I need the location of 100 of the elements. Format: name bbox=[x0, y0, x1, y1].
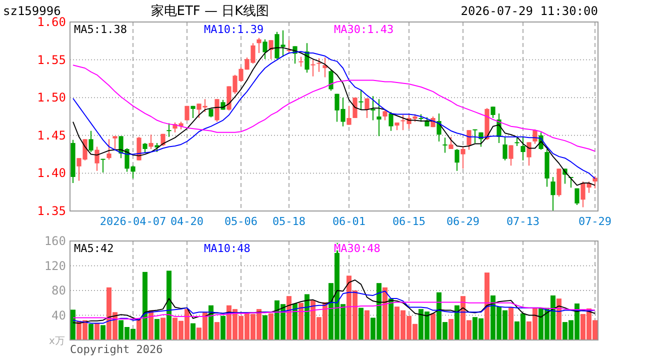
text: 2026-07-29 11:30:00 bbox=[460, 4, 598, 18]
y-tick-label: 1.35 bbox=[37, 204, 66, 218]
x-tick-label: 07-13 bbox=[506, 215, 540, 228]
bar bbox=[160, 318, 166, 340]
y-tick-label: 160 bbox=[44, 234, 66, 248]
bar bbox=[166, 270, 172, 340]
candlestick bbox=[214, 98, 220, 122]
candlestick bbox=[490, 106, 496, 119]
candlestick bbox=[502, 136, 508, 161]
x-tick-label: 07-29 bbox=[578, 215, 612, 228]
candlestick bbox=[310, 59, 316, 77]
bar bbox=[364, 310, 370, 340]
candlestick bbox=[370, 96, 376, 121]
candlestick bbox=[346, 105, 352, 126]
bar bbox=[100, 325, 106, 340]
candlestick bbox=[268, 40, 274, 60]
y-tick-label: 1.60 bbox=[37, 15, 66, 29]
bar bbox=[142, 272, 148, 340]
y-tick-label: 80 bbox=[52, 284, 66, 298]
candlestick bbox=[466, 130, 472, 150]
y-tick-label: 1.40 bbox=[37, 166, 66, 180]
bar bbox=[292, 303, 298, 340]
candlestick bbox=[298, 56, 304, 68]
candlestick bbox=[112, 136, 118, 150]
text: MA5:1.38 bbox=[74, 23, 127, 36]
bar bbox=[484, 272, 490, 340]
candlestick bbox=[514, 136, 520, 146]
candlestick bbox=[262, 38, 268, 60]
bar bbox=[358, 308, 364, 340]
bar bbox=[190, 323, 196, 340]
bar bbox=[70, 310, 76, 340]
candlestick bbox=[286, 40, 292, 53]
candlestick bbox=[472, 128, 478, 144]
candlestick bbox=[166, 122, 172, 138]
text: MA30:1.43 bbox=[334, 23, 394, 36]
chart-title: 家电ETF — 日K线图 bbox=[150, 3, 270, 19]
x-tick-label: 05-18 bbox=[272, 215, 306, 228]
bar bbox=[220, 316, 226, 340]
bar bbox=[508, 307, 514, 340]
candlestick bbox=[316, 58, 322, 72]
candlestick bbox=[526, 142, 532, 166]
x-tick-label: 04-20 bbox=[170, 215, 204, 228]
line-series bbox=[72, 290, 596, 324]
text: Copyright 2026 bbox=[70, 343, 163, 356]
bar bbox=[388, 298, 394, 340]
candlestick bbox=[364, 98, 370, 119]
candlestick bbox=[442, 137, 448, 154]
bar bbox=[556, 298, 562, 340]
text: MA10:48 bbox=[204, 242, 250, 255]
y-tick-label: 40 bbox=[52, 308, 66, 322]
candlestick bbox=[142, 142, 148, 154]
bar bbox=[286, 296, 292, 340]
bar bbox=[262, 315, 268, 340]
candlestick bbox=[508, 144, 514, 166]
bar bbox=[214, 322, 220, 340]
candlestick bbox=[574, 188, 580, 206]
bar bbox=[94, 323, 100, 340]
bar bbox=[304, 294, 310, 340]
candlestick bbox=[100, 158, 106, 173]
bar bbox=[154, 318, 160, 340]
candlestick bbox=[382, 109, 388, 121]
candlestick bbox=[436, 112, 442, 142]
candlestick bbox=[184, 105, 190, 121]
x-tick-label: 05-06 bbox=[224, 215, 258, 228]
bar bbox=[448, 318, 454, 340]
bar bbox=[430, 313, 436, 340]
y-tick-label: 1.55 bbox=[37, 52, 66, 67]
bar bbox=[268, 313, 274, 340]
candlestick bbox=[460, 146, 466, 170]
candlestick bbox=[154, 142, 160, 153]
candlestick bbox=[520, 136, 526, 161]
bar bbox=[298, 302, 304, 340]
bar bbox=[454, 305, 460, 340]
candlestick bbox=[322, 57, 328, 78]
y-tick-label: 120 bbox=[44, 258, 66, 273]
text: MA10:1.39 bbox=[204, 23, 264, 36]
bar bbox=[136, 318, 142, 340]
text: sz159996 bbox=[3, 4, 61, 18]
line-series bbox=[72, 64, 596, 152]
y-tick-label: 1.50 bbox=[37, 90, 66, 105]
candlestick bbox=[304, 42, 310, 74]
candlestick bbox=[94, 146, 100, 172]
candlestick bbox=[454, 148, 460, 172]
candlestick bbox=[376, 98, 382, 137]
candlestick bbox=[388, 111, 394, 132]
candlestick bbox=[106, 138, 112, 160]
candlestick bbox=[88, 130, 94, 153]
candlestick bbox=[550, 176, 556, 212]
candlestick bbox=[148, 134, 154, 150]
line-series bbox=[72, 302, 596, 320]
candlestick bbox=[592, 176, 598, 189]
candlestick bbox=[358, 90, 364, 110]
bar bbox=[382, 287, 388, 340]
candlestick bbox=[448, 136, 454, 150]
x-tick-label: 06-15 bbox=[392, 215, 426, 228]
text: MA5:42 bbox=[74, 242, 114, 255]
x-tick-label: 06-01 bbox=[332, 215, 366, 228]
y-tick-label: 1.45 bbox=[37, 128, 66, 142]
candlestick bbox=[256, 37, 262, 54]
candlestick bbox=[190, 105, 196, 119]
